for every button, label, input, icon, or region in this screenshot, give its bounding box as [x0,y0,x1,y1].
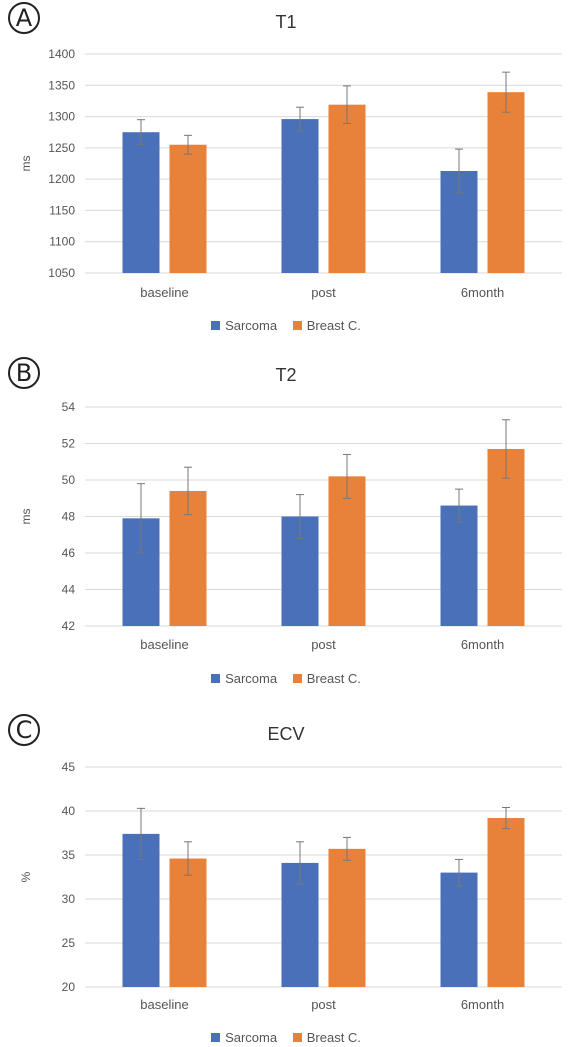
x-category-label: baseline [140,285,188,300]
y-tick-label: 50 [62,473,76,487]
y-tick-label: 1150 [49,203,75,217]
chart-panel-a: A T1 1050 1100 1150 1200 1250 1300 1350 1400 ms b… [0,0,572,352]
chart-panel-c: C ECV 20 25 30 35 40 45% baseline post 6month Sa… [0,712,572,1047]
x-category-label: baseline [140,997,188,1012]
y-axis-title: ms [19,509,33,525]
y-tick-label: 52 [62,437,76,451]
bar-breast-c-baseline [169,858,207,987]
y-tick-label: 44 [62,583,76,597]
chart-legend: Sarcoma Breast C. [0,671,572,686]
legend-swatch [211,321,221,330]
y-tick-label: 1200 [48,172,75,186]
chart-title: ECV [267,724,305,744]
y-tick-label: 1250 [48,141,75,155]
y-tick-label: 48 [62,510,76,524]
chart-title: T1 [275,12,297,32]
chart-panel-b: B T2 42 44 46 48 50 52 54 ms baseline post 6month … [0,355,572,703]
chart-title: T2 [275,365,297,385]
chart-legend: Sarcoma Breast C. [0,1030,572,1045]
bar-breast-c-post [328,848,366,987]
legend-swatch [211,1033,221,1042]
y-tick-label: 25 [62,936,76,950]
legend-label: Sarcoma [225,1030,278,1045]
y-axis-title: ms [19,156,33,172]
bar-sarcoma-post [281,119,319,274]
y-tick-label: 30 [62,892,76,906]
x-category-label: 6month [461,997,504,1012]
bar-breast-c-baseline [169,144,207,273]
legend-item-breast: Breast C. [292,671,361,686]
y-axis-title: % [19,871,33,882]
y-tick-label: 35 [62,848,76,862]
x-category-label: 6month [461,285,504,300]
chart-plot: 20 25 30 35 40 45% baseline post 6month [19,760,562,1012]
panel-letter: A [8,2,40,34]
legend-item-sarcoma: Sarcoma [211,671,277,686]
y-tick-label: 1300 [48,110,75,124]
bar-breast-c-post [328,476,366,626]
bar-breast-c-6month [487,818,525,987]
legend-label: Sarcoma [225,671,278,686]
legend-swatch [292,1033,302,1042]
y-tick-label: 1050 [48,266,75,280]
legend-swatch [292,674,302,683]
chart-legend: Sarcoma Breast C. [0,318,572,333]
panel-letter: B [8,357,40,389]
legend-item-breast: Breast C. [292,318,361,333]
y-tick-label: 42 [62,619,76,633]
y-tick-label: 40 [62,804,76,818]
y-tick-label: 1400 [48,47,75,61]
bar-breast-c-post [328,104,366,273]
legend-label: Breast C. [306,318,361,333]
legend-item-sarcoma: Sarcoma [211,318,277,333]
x-category-label: baseline [140,637,188,652]
chart-plot: 1050 1100 1150 1200 1250 1300 1350 1400 ms baseli… [19,47,562,300]
y-tick-label: 45 [62,760,76,774]
x-category-label: post [311,637,336,652]
bar-sarcoma-6month [440,872,478,987]
x-category-label: post [311,997,336,1012]
y-tick-label: 20 [62,980,76,994]
legend-item-breast: Breast C. [292,1030,361,1045]
bar-sarcoma-6month [440,505,478,626]
legend-swatch [292,321,302,330]
panel-letter: C [8,714,40,746]
legend-label: Breast C. [306,671,361,686]
y-tick-label: 54 [62,400,76,414]
x-category-label: post [311,285,336,300]
legend-label: Sarcoma [225,318,278,333]
bar-breast-c-6month [487,92,525,273]
chart-plot: 42 44 46 48 50 52 54 ms baseline post 6month [19,400,562,652]
y-tick-label: 1100 [49,235,75,249]
legend-item-sarcoma: Sarcoma [211,1030,277,1045]
legend-label: Breast C. [306,1030,361,1045]
x-category-label: 6month [461,637,504,652]
legend-swatch [211,674,221,683]
y-tick-label: 46 [62,546,76,560]
bar-sarcoma-baseline [122,132,160,273]
y-tick-label: 1350 [48,78,75,92]
